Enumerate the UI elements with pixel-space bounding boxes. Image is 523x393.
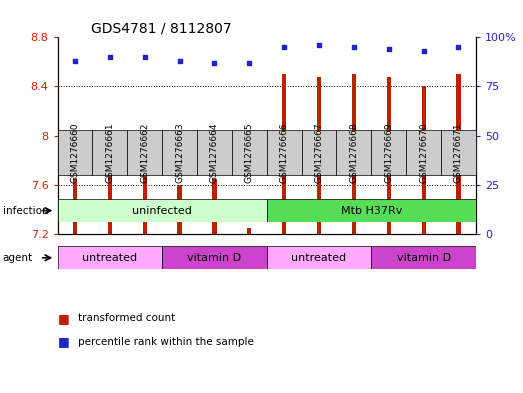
Text: ■: ■ — [58, 335, 69, 349]
Bar — [212, 178, 217, 234]
Text: GSM1276671: GSM1276671 — [454, 122, 463, 183]
Text: infection: infection — [3, 206, 48, 216]
Text: GSM1276668: GSM1276668 — [349, 122, 358, 183]
Text: GSM1276663: GSM1276663 — [175, 122, 184, 183]
Point — [350, 44, 358, 50]
Text: GSM1276665: GSM1276665 — [245, 122, 254, 183]
Text: ■: ■ — [58, 312, 69, 325]
Point — [175, 58, 184, 64]
Bar — [197, 130, 232, 175]
Text: untreated: untreated — [291, 253, 347, 263]
Text: GSM1276660: GSM1276660 — [71, 122, 79, 183]
Bar — [317, 77, 321, 234]
Bar — [232, 130, 267, 175]
Point — [71, 58, 79, 64]
Bar — [371, 246, 476, 269]
Bar — [247, 228, 252, 234]
Bar — [422, 86, 426, 234]
Bar — [93, 130, 127, 175]
Point — [454, 44, 463, 50]
Text: transformed count: transformed count — [78, 313, 176, 323]
Bar — [441, 130, 476, 175]
Text: GSM1276662: GSM1276662 — [140, 122, 149, 182]
Point — [210, 60, 219, 66]
Bar — [267, 199, 476, 222]
Point — [315, 42, 323, 48]
Bar — [162, 246, 267, 269]
Point — [384, 46, 393, 52]
Bar — [143, 155, 147, 234]
Text: GSM1276670: GSM1276670 — [419, 122, 428, 183]
Bar — [73, 178, 77, 234]
Bar — [58, 199, 267, 222]
Text: GSM1276664: GSM1276664 — [210, 122, 219, 182]
Bar — [371, 130, 406, 175]
Text: agent: agent — [3, 253, 33, 263]
Bar — [386, 77, 391, 234]
Bar — [267, 246, 371, 269]
Point — [106, 54, 114, 60]
Bar — [352, 74, 356, 234]
Point — [141, 54, 149, 60]
Text: GSM1276669: GSM1276669 — [384, 122, 393, 183]
Bar — [162, 130, 197, 175]
Point — [280, 44, 288, 50]
Text: Mtb H37Rv: Mtb H37Rv — [340, 206, 402, 216]
Bar — [457, 74, 461, 234]
Text: GSM1276666: GSM1276666 — [280, 122, 289, 183]
Text: GSM1276667: GSM1276667 — [314, 122, 324, 183]
Bar — [177, 185, 181, 234]
Text: vitamin D: vitamin D — [187, 253, 242, 263]
Text: untreated: untreated — [82, 253, 138, 263]
Point — [245, 60, 254, 66]
Bar — [108, 155, 112, 234]
Bar — [282, 74, 286, 234]
Bar — [406, 130, 441, 175]
Text: vitamin D: vitamin D — [396, 253, 451, 263]
Text: GDS4781 / 8112807: GDS4781 / 8112807 — [91, 21, 232, 35]
Bar — [336, 130, 371, 175]
Bar — [127, 130, 162, 175]
Bar — [267, 130, 302, 175]
Bar — [58, 246, 162, 269]
Bar — [58, 130, 93, 175]
Point — [419, 48, 428, 54]
Text: uninfected: uninfected — [132, 206, 192, 216]
Text: GSM1276661: GSM1276661 — [105, 122, 115, 183]
Bar — [302, 130, 336, 175]
Text: percentile rank within the sample: percentile rank within the sample — [78, 337, 254, 347]
